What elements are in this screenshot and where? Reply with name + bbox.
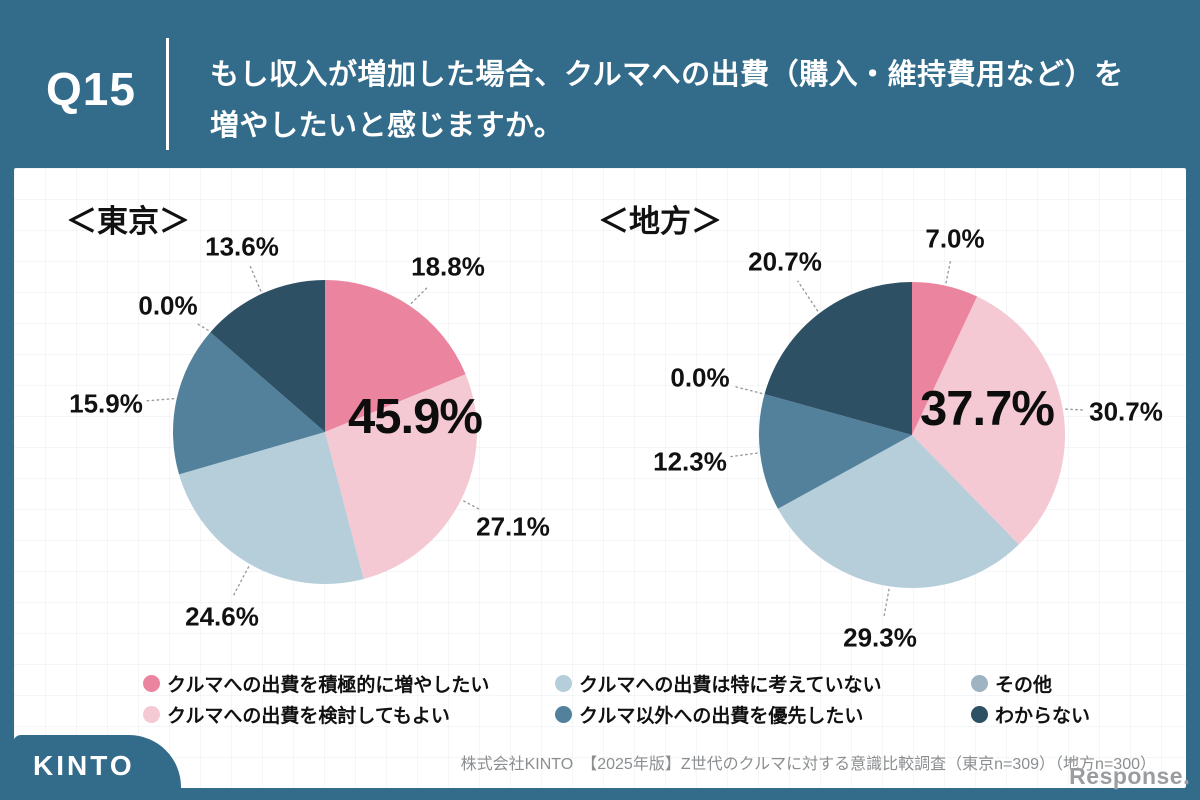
pie-charts-canvas: [146, 258, 1086, 619]
pie-slice: [912, 296, 1066, 545]
legend-dot-icon: [143, 705, 160, 723]
question-title-line2: 増やしたいと感じますか。: [210, 110, 564, 142]
leader-line: [146, 397, 175, 402]
response-logo: ↩ Response.: [1068, 752, 1190, 790]
legend-dot-icon: [555, 674, 572, 692]
response-logo-text: Response.: [1069, 763, 1190, 789]
chart-title-tokyo: ＜東京＞: [66, 204, 190, 239]
chart-title-region: ＜地方＞: [598, 204, 722, 239]
percent-label: 0.0%: [670, 362, 730, 393]
percent-label: 20.7%: [748, 246, 822, 277]
leader-line: [249, 265, 262, 292]
percent-label: 7.0%: [925, 223, 985, 254]
legend-label: その他: [995, 674, 1053, 696]
header-divider: [166, 38, 169, 150]
kinto-logo: KINTO: [33, 750, 135, 781]
pie-slice: [912, 282, 978, 435]
question-title: もし収入が増加した場合、クルマへの出費（購入・維持費用など）を 増やしたいと感じ…: [210, 50, 1124, 152]
percent-label: 0.0%: [138, 290, 198, 321]
pie-slice: [173, 332, 325, 475]
leader-line: [730, 452, 758, 458]
chart-card: ＜東京＞ ＜地方＞ 18.8% 27.1% 24.6% 15.9% 0.0% 13.6% 4…: [14, 168, 1186, 788]
legend-item: クルマへの出費を検討してもよい: [143, 702, 450, 727]
pie-slice: [325, 280, 466, 432]
pie-slice: [759, 394, 912, 509]
pie-chart-0: [146, 265, 480, 599]
question-number: Q15: [46, 63, 136, 115]
percent-label: 18.8%: [411, 251, 485, 282]
bottom-band: [0, 788, 1200, 800]
pie-chart-1: [730, 258, 1086, 619]
leader-line: [197, 323, 209, 331]
percent-label: 15.9%: [69, 388, 143, 419]
legend-dot-icon: [143, 674, 160, 692]
leader-line: [797, 280, 819, 312]
response-arrow-icon: ↩: [1068, 752, 1080, 767]
leader-line: [231, 566, 250, 599]
percent-label: 12.3%: [653, 446, 727, 477]
percent-label: 30.7%: [1089, 396, 1163, 427]
percent-label: 13.6%: [205, 231, 279, 262]
legend-item: クルマへの出費を積極的に増やしたい: [143, 671, 490, 696]
legend-label: クルマへの出費を積極的に増やしたい: [167, 674, 490, 696]
legend-dot-icon: [555, 705, 572, 723]
legend-item: その他: [971, 671, 1053, 696]
legend-item: わからない: [971, 702, 1091, 727]
pie-slice: [777, 435, 1019, 588]
legend-dot-icon: [971, 705, 988, 723]
leader-line: [410, 285, 430, 305]
leader-line: [732, 385, 763, 395]
legend-item: クルマへの出費は特に考えていない: [555, 671, 882, 696]
percent-label: 27.1%: [476, 511, 550, 542]
leader-line: [883, 588, 890, 619]
leader-line: [945, 258, 952, 284]
legend-label: クルマへの出費を検討してもよい: [167, 705, 450, 727]
question-title-line1: もし収入が増加した場合、クルマへの出費（購入・維持費用など）を: [210, 59, 1124, 91]
legend-item: クルマ以外への出費を優先したい: [555, 702, 864, 727]
kinto-logo-plate: KINTO: [13, 735, 181, 800]
pie-slice: [179, 432, 364, 584]
source-text: 株式会社KINTO 【2025年版】Z世代のクルマに対する意識比較調査（東京n=…: [460, 756, 1156, 773]
percent-label: 29.3%: [843, 622, 917, 653]
legend-dot-icon: [971, 674, 988, 692]
percent-label: 24.6%: [185, 601, 259, 632]
legend-label: クルマ以外への出費を優先したい: [579, 705, 864, 727]
highlight-total-label: 45.9%: [348, 390, 483, 444]
legend-label: クルマへの出費は特に考えていない: [579, 674, 882, 696]
highlight-total-label: 37.7%: [920, 382, 1055, 436]
pie-slice: [325, 374, 477, 579]
leader-line: [463, 500, 480, 510]
pie-slice: [764, 282, 912, 435]
pie-slice: [210, 280, 325, 432]
leader-line: [1065, 408, 1086, 411]
legend-label: わからない: [995, 705, 1091, 727]
